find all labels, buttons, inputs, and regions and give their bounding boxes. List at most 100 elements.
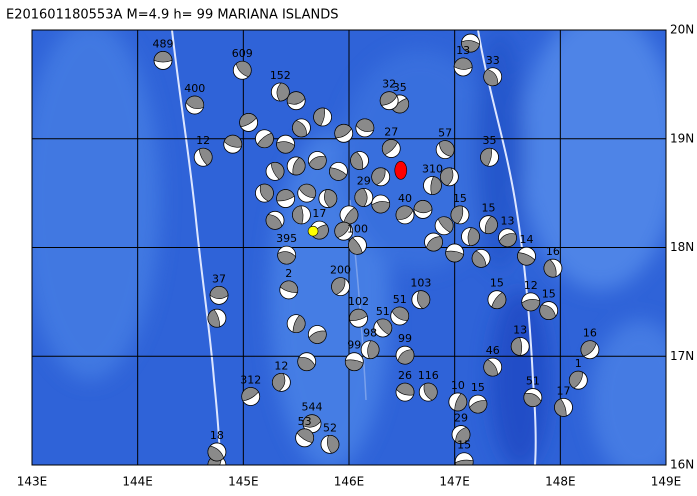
focal-mechanism: [423, 176, 442, 195]
ball-gray: [391, 306, 409, 322]
focal-mechanism: [223, 134, 243, 154]
focal-mechanism: [450, 205, 470, 225]
ball-gray: [153, 51, 173, 63]
focal-mechanism: [461, 33, 480, 53]
depth-label: 152: [270, 69, 291, 82]
x-tick-label: 143E: [17, 475, 48, 489]
ball-gray: [367, 340, 380, 359]
focal-mechanism: [297, 352, 317, 372]
focal-mechanism: [510, 337, 530, 356]
ball-gray: [417, 290, 431, 309]
ball-gray: [207, 445, 225, 462]
focal-mechanism: [395, 345, 415, 365]
ball-gray: [453, 57, 473, 70]
y-tick-label: 17N: [670, 349, 694, 363]
focal-mechanism: [329, 161, 348, 181]
y-tick-label: 19N: [670, 131, 694, 145]
depth-label: 30: [464, 20, 478, 33]
ball-gray: [185, 95, 205, 110]
contour: [171, 30, 221, 465]
depth-label: 200: [330, 264, 351, 277]
ball-gray: [437, 216, 454, 233]
depth-label: 52: [323, 421, 337, 434]
depth-label: 15: [481, 202, 495, 215]
ball-gray: [413, 200, 433, 214]
focal-mechanism: [461, 227, 480, 247]
depth-label: 18: [210, 429, 224, 442]
ball-gray: [395, 205, 414, 220]
depth-label: 395: [276, 232, 297, 245]
depth-label: 10: [451, 379, 465, 392]
ball-gray: [484, 215, 498, 234]
ball-gray: [239, 113, 257, 128]
ball-gray: [354, 188, 368, 207]
focal-mechanism: [307, 151, 327, 170]
ball-gray: [276, 141, 295, 154]
ball-gray: [308, 156, 327, 170]
ball-gray: [297, 357, 316, 371]
ball-gray: [480, 147, 492, 167]
focal-mechanism: [434, 216, 454, 236]
y-tick-label: 18N: [670, 240, 694, 254]
ball-gray: [517, 252, 536, 266]
ball-gray: [286, 91, 306, 105]
focal-mechanism: [279, 280, 299, 300]
depth-label: 12: [524, 279, 538, 292]
highlight-event: [307, 225, 319, 237]
ball-gray: [382, 139, 398, 156]
focal-mechanism: [580, 340, 600, 360]
ball-gray: [483, 359, 499, 377]
depth-label: 17: [312, 207, 326, 220]
focal-mechanism: [355, 118, 375, 138]
depth-label: 116: [418, 369, 439, 382]
ball-gray: [345, 359, 364, 371]
ball-gray: [483, 69, 499, 87]
depth-label: 51: [393, 293, 407, 306]
ball-gray: [327, 435, 340, 454]
depth-label: 312: [240, 373, 261, 386]
map-title: E201601180553A M=4.9 h= 99 MARIANA ISLAN…: [6, 8, 338, 23]
focal-mechanism: [241, 387, 261, 406]
focal-mechanism: [411, 290, 431, 310]
ball-gray: [241, 387, 259, 402]
depth-label: 15: [453, 192, 467, 205]
ball-gray: [543, 259, 557, 278]
depth-label: 100: [347, 222, 368, 235]
focal-mechanism: [445, 243, 465, 263]
focal-mechanism: [153, 51, 173, 70]
ball-gray: [302, 414, 322, 428]
frame: [31, 29, 667, 466]
focal-mechanism: [360, 340, 380, 360]
focal-mechanism: [292, 118, 311, 138]
focal-mechanism: [207, 308, 227, 328]
depth-label: 15: [490, 277, 504, 290]
focal-mechanism: [523, 388, 543, 407]
focal-mechanism: [297, 183, 317, 203]
y-tick-label: 20N: [670, 23, 694, 37]
ball-gray: [438, 140, 455, 157]
focal-mechanism: [521, 292, 541, 312]
ball-gray: [292, 157, 306, 176]
focal-mechanism: [543, 258, 563, 278]
focal-mechanism: [339, 205, 359, 225]
depth-label: 35: [483, 134, 497, 147]
focal-mechanism: [350, 151, 369, 170]
focal-mechanism: [439, 167, 459, 187]
ball-gray: [523, 393, 542, 407]
focal-mechanism: [331, 277, 350, 297]
ball-gray: [292, 120, 307, 138]
focal-mechanism: [454, 452, 474, 465]
depth-label: 12: [274, 359, 288, 372]
x-tick-label: 149E: [651, 475, 682, 489]
focal-mechanism: [435, 140, 455, 160]
focal-mechanism: [295, 428, 315, 448]
focal-mechanism: [483, 67, 503, 87]
ball-gray: [324, 189, 338, 208]
ball-gray: [371, 167, 386, 186]
ball-gray: [461, 40, 480, 53]
ball-gray: [379, 91, 398, 106]
depth-label: 37: [212, 272, 226, 285]
focal-mechanism: [451, 425, 471, 444]
